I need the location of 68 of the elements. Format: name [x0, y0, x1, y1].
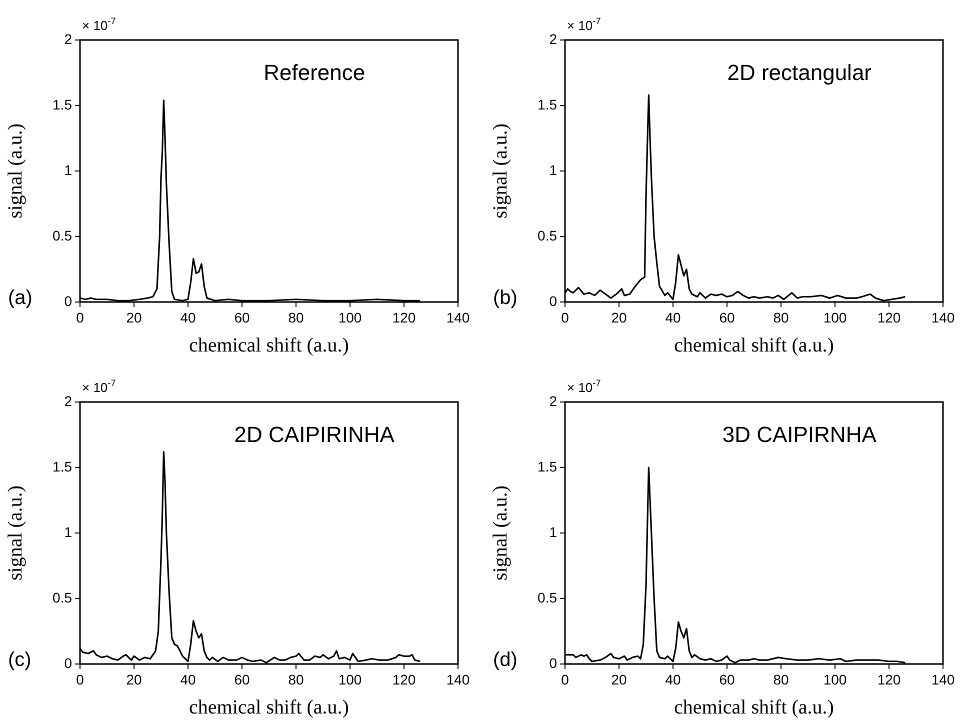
x-tick-label: 140: [446, 309, 470, 326]
x-tick-label: 0: [561, 671, 570, 688]
x-tick-label: 140: [446, 671, 470, 688]
x-tick-label: 140: [931, 309, 955, 326]
y-tick-label: 1.5: [538, 458, 558, 474]
x-tick-label: 20: [611, 309, 627, 326]
y-tick-label: 1.5: [52, 96, 72, 112]
y-tick-label: 0: [64, 654, 72, 671]
x-tick-label: 100: [823, 671, 847, 688]
text: (d): [493, 649, 518, 671]
y-tick-label: 2: [64, 392, 72, 409]
x-tick-label: 40: [180, 309, 196, 326]
y-tick-label: 0: [549, 654, 558, 671]
y-tick-label: 1: [64, 524, 72, 540]
y-tick-label: 0.5: [538, 227, 558, 244]
x-tick-label: 120: [392, 671, 416, 688]
x-tick-label: 20: [611, 671, 627, 688]
y-tick-label: 0.5: [52, 589, 72, 606]
x-tick-label: 0: [561, 309, 570, 326]
text: 2D rectangular: [727, 60, 872, 85]
x-tick-label: 60: [719, 309, 735, 326]
x-tick-label: 80: [773, 309, 789, 326]
y-tick-label: 0: [549, 292, 558, 309]
x-tick-label: 20: [126, 671, 142, 688]
y-tick-label: 0: [64, 292, 72, 309]
y-tick-label: 1: [549, 162, 558, 178]
x-axis-title: chemical shift (a.u.): [674, 334, 834, 356]
y-axis-title: signal (a.u.): [489, 486, 512, 580]
x-tick-label: 120: [877, 309, 901, 326]
x-tick-label: 40: [180, 671, 196, 688]
y-axis-title: signal (a.u.): [4, 124, 26, 218]
x-tick-label: 0: [76, 671, 84, 688]
x-tick-label: 40: [665, 309, 681, 326]
x-tick-label: 140: [931, 671, 955, 688]
x-tick-label: 60: [234, 309, 250, 326]
text: 2D CAIPIRINHA: [234, 422, 395, 447]
y-tick-label: 2: [549, 392, 558, 409]
y-tick-label: 0.5: [538, 589, 558, 606]
y-tick-label: 1: [64, 162, 72, 178]
x-tick-label: 0: [76, 309, 84, 326]
y-axis-title: signal (a.u.): [489, 124, 512, 218]
text: (b): [493, 287, 518, 309]
text: Reference: [264, 60, 366, 85]
x-tick-label: 80: [288, 671, 304, 688]
y-tick-label: 0.5: [52, 227, 72, 244]
x-axis-title: chemical shift (a.u.): [674, 696, 834, 718]
x-tick-label: 20: [126, 309, 142, 326]
x-tick-label: 40: [665, 671, 681, 688]
x-axis-title: chemical shift (a.u.): [189, 696, 349, 718]
text: 3D CAIPIRNHA: [722, 422, 877, 447]
x-tick-label: 80: [773, 671, 789, 688]
y-tick-label: 2: [64, 30, 72, 47]
y-tick-label: 1.5: [52, 458, 72, 474]
x-tick-label: 100: [338, 309, 362, 326]
x-axis-title: chemical shift (a.u.): [189, 334, 349, 356]
x-tick-label: 60: [234, 671, 250, 688]
x-tick-label: 100: [823, 309, 847, 326]
x-tick-label: 60: [719, 671, 735, 688]
text: (a): [8, 287, 32, 309]
y-tick-label: 1.5: [538, 96, 558, 112]
x-tick-label: 120: [877, 671, 901, 688]
x-tick-label: 80: [288, 309, 304, 326]
x-tick-label: 100: [338, 671, 362, 688]
x-tick-label: 120: [392, 309, 416, 326]
text: (c): [8, 649, 32, 671]
y-axis-title: signal (a.u.): [4, 486, 26, 580]
y-tick-label: 1: [549, 524, 558, 540]
y-tick-label: 2: [549, 30, 558, 47]
